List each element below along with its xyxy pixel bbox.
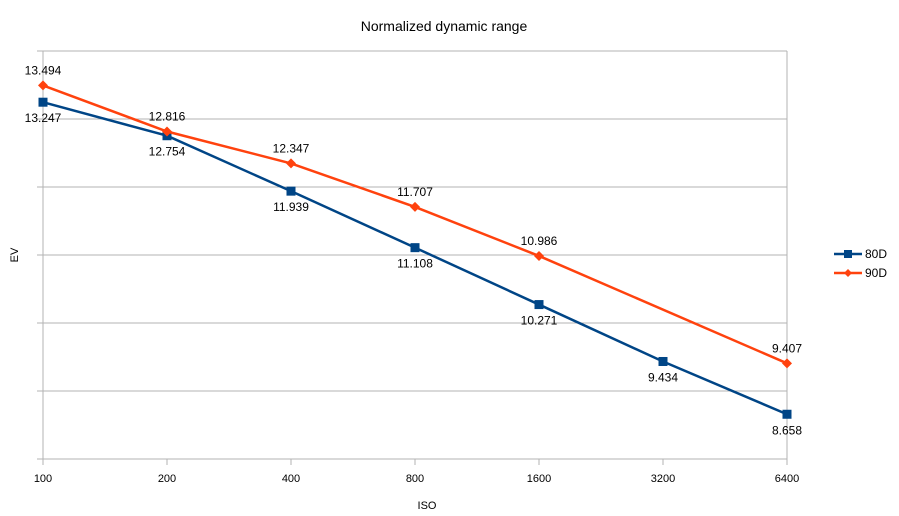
data-label: 12.754 bbox=[149, 145, 186, 159]
legend-marker bbox=[844, 250, 852, 258]
data-point bbox=[782, 409, 792, 419]
data-point bbox=[410, 243, 420, 253]
data-point bbox=[286, 186, 296, 196]
x-tick-label: 200 bbox=[158, 473, 176, 485]
data-label: 10.271 bbox=[521, 314, 558, 328]
series-group: 13.247 12.754 11.939 11.108 10.271 9.434 8.658… bbox=[25, 63, 803, 437]
chart-title: Normalized dynamic range bbox=[361, 18, 528, 34]
data-point bbox=[410, 201, 420, 212]
data-point bbox=[38, 97, 48, 107]
data-label: 9.434 bbox=[648, 370, 678, 384]
data-label: 13.247 bbox=[25, 111, 62, 125]
legend-label: 80D bbox=[865, 247, 887, 261]
data-label: 13.494 bbox=[25, 63, 62, 77]
data-label: 11.939 bbox=[273, 200, 309, 214]
axes bbox=[42, 51, 788, 465]
data-label: 12.816 bbox=[149, 110, 186, 124]
data-label: 12.347 bbox=[273, 141, 310, 155]
data-point bbox=[782, 358, 792, 369]
legend-marker bbox=[844, 269, 852, 277]
data-label: 9.407 bbox=[772, 341, 802, 355]
series-80D: 13.247 12.754 11.939 11.108 10.271 9.434 8.658 bbox=[25, 97, 802, 437]
data-point bbox=[38, 80, 48, 91]
data-point bbox=[162, 126, 172, 137]
data-label: 11.707 bbox=[397, 185, 433, 199]
data-label: 8.658 bbox=[772, 423, 802, 437]
x-axis-label: ISO bbox=[418, 500, 437, 512]
x-tick-label: 6400 bbox=[775, 473, 799, 485]
data-label: 10.986 bbox=[521, 234, 558, 248]
data-point bbox=[658, 356, 668, 366]
gridlines bbox=[37, 50, 787, 460]
x-tick-label: 800 bbox=[406, 473, 424, 485]
legend-item-90D: 90D bbox=[834, 266, 887, 280]
x-tick-label: 400 bbox=[282, 473, 300, 485]
x-tick-label: 3200 bbox=[651, 473, 675, 485]
data-point bbox=[534, 300, 544, 310]
y-axis-label: EV bbox=[9, 247, 21, 262]
data-label: 11.108 bbox=[397, 257, 433, 271]
x-tick-label: 100 bbox=[34, 473, 52, 485]
series-line bbox=[42, 84, 788, 365]
legend-label: 90D bbox=[865, 266, 887, 280]
series-90D: 13.494 12.816 12.347 11.707 10.986 9.407 bbox=[25, 63, 802, 369]
legend-item-80D: 80D bbox=[834, 247, 887, 261]
data-point bbox=[286, 158, 296, 169]
x-tick-label: 1600 bbox=[527, 473, 551, 485]
x-tick-labels: 100 200 400 800 1600 3200 6400 bbox=[34, 459, 799, 485]
data-point bbox=[534, 250, 544, 261]
